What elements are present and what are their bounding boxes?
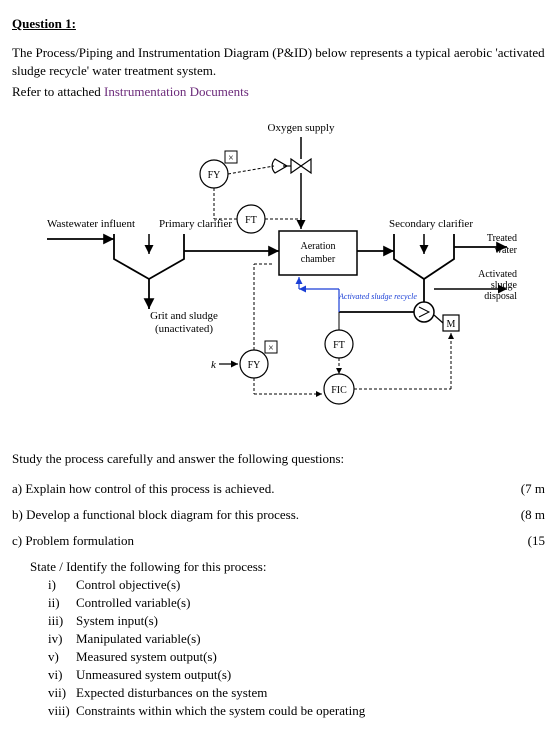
item-ii: ii)Controlled variable(s) bbox=[48, 595, 545, 611]
question-c-sub: State / Identify the following for this … bbox=[30, 559, 545, 575]
question-b-marks: (8 m bbox=[521, 507, 545, 523]
grit-sludge-l2: (unactivated) bbox=[154, 323, 212, 335]
question-c: c) Problem formulation bbox=[12, 533, 528, 549]
aeration-l1: Aeration bbox=[300, 241, 335, 252]
question-b: b) Develop a functional block diagram fo… bbox=[12, 507, 521, 523]
disposal-l1: Activated bbox=[478, 269, 517, 280]
question-title: Question 1: bbox=[12, 16, 545, 32]
recycle-label: Activated sludge recycle bbox=[338, 292, 417, 301]
secondary-clarifier-label: Secondary clarifier bbox=[389, 218, 473, 230]
aeration-l2: chamber bbox=[300, 254, 335, 265]
item-iv: iv)Manipulated variable(s) bbox=[48, 631, 545, 647]
disposal-l2: sludge bbox=[490, 280, 517, 291]
intro-text-1: The Process/Piping and Instrumentation D… bbox=[12, 44, 545, 79]
disposal-l3: disposal bbox=[484, 291, 517, 302]
item-iii: iii)System input(s) bbox=[48, 613, 545, 629]
primary-clarifier-label: Primary clarifier bbox=[159, 218, 232, 230]
item-i: i)Control objective(s) bbox=[48, 577, 545, 593]
item-v: v)Measured system output(s) bbox=[48, 649, 545, 665]
study-text: Study the process carefully and answer t… bbox=[12, 451, 545, 467]
question-a-marks: (7 m bbox=[521, 481, 545, 497]
question-a: a) Explain how control of this process i… bbox=[12, 481, 521, 497]
treated-water-l1: Treated bbox=[486, 233, 516, 244]
fy-top-label: FY bbox=[207, 170, 220, 181]
item-viii: viii)Constraints within which the system… bbox=[48, 703, 545, 719]
intro-text-2: Refer to attached Instrumentation Docume… bbox=[12, 83, 545, 101]
ft-top-label: FT bbox=[245, 215, 257, 226]
pid-diagram: Oxygen supply FY × FT Wastewater influen… bbox=[12, 119, 545, 423]
treated-water-l2: water bbox=[494, 245, 517, 256]
question-c-row: c) Problem formulation (15 bbox=[12, 533, 545, 549]
question-c-marks: (15 bbox=[528, 533, 545, 549]
fy-bottom-label: FY bbox=[247, 360, 260, 371]
question-a-row: a) Explain how control of this process i… bbox=[12, 481, 545, 497]
item-vi: vi)Unmeasured system output(s) bbox=[48, 667, 545, 683]
intro-prefix: Refer to attached bbox=[12, 84, 104, 99]
question-b-row: b) Develop a functional block diagram fo… bbox=[12, 507, 545, 523]
wastewater-label: Wastewater influent bbox=[47, 218, 135, 230]
ft-bottom-label: FT bbox=[333, 340, 345, 351]
fy-bottom-x: × bbox=[268, 343, 274, 354]
grit-sludge-l1: Grit and sludge bbox=[150, 310, 218, 322]
item-vii: vii)Expected disturbances on the system bbox=[48, 685, 545, 701]
instrumentation-link[interactable]: Instrumentation Documents bbox=[104, 84, 249, 99]
fy-top-x: × bbox=[228, 153, 234, 164]
motor-label: M bbox=[446, 319, 455, 330]
k-label: k bbox=[211, 359, 217, 371]
oxygen-supply-label: Oxygen supply bbox=[267, 122, 334, 134]
fic-label: FIC bbox=[331, 385, 347, 396]
